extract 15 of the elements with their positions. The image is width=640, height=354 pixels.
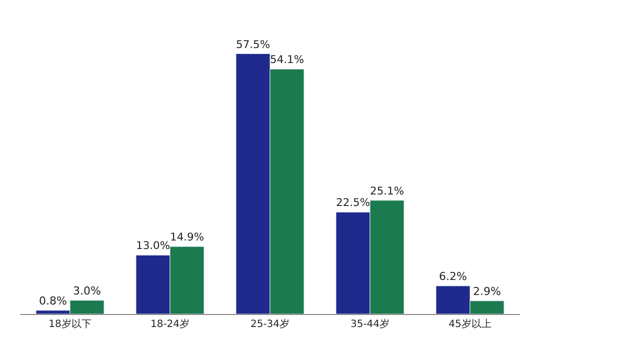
data-label: 54.1%	[270, 53, 304, 66]
x-tick-label: 18岁以下	[48, 318, 92, 330]
data-label: 14.9%	[170, 230, 204, 244]
x-tick-label: 25-34岁	[250, 318, 290, 330]
x-tick-label: 45岁以上	[448, 318, 492, 330]
data-label: 22.5%	[336, 196, 370, 210]
data-label: 13.0%	[136, 239, 170, 252]
data-label: 0.8%	[39, 294, 67, 308]
data-label: 25.1%	[370, 184, 404, 198]
data-label: 2.9%	[473, 284, 501, 298]
x-tick-label: 18-24岁	[150, 318, 190, 330]
data-label: 3.0%	[73, 284, 101, 298]
x-tick-label: 35-44岁	[350, 318, 390, 330]
data-label: 57.5%	[236, 38, 270, 51]
data-label: 6.2%	[439, 270, 467, 283]
